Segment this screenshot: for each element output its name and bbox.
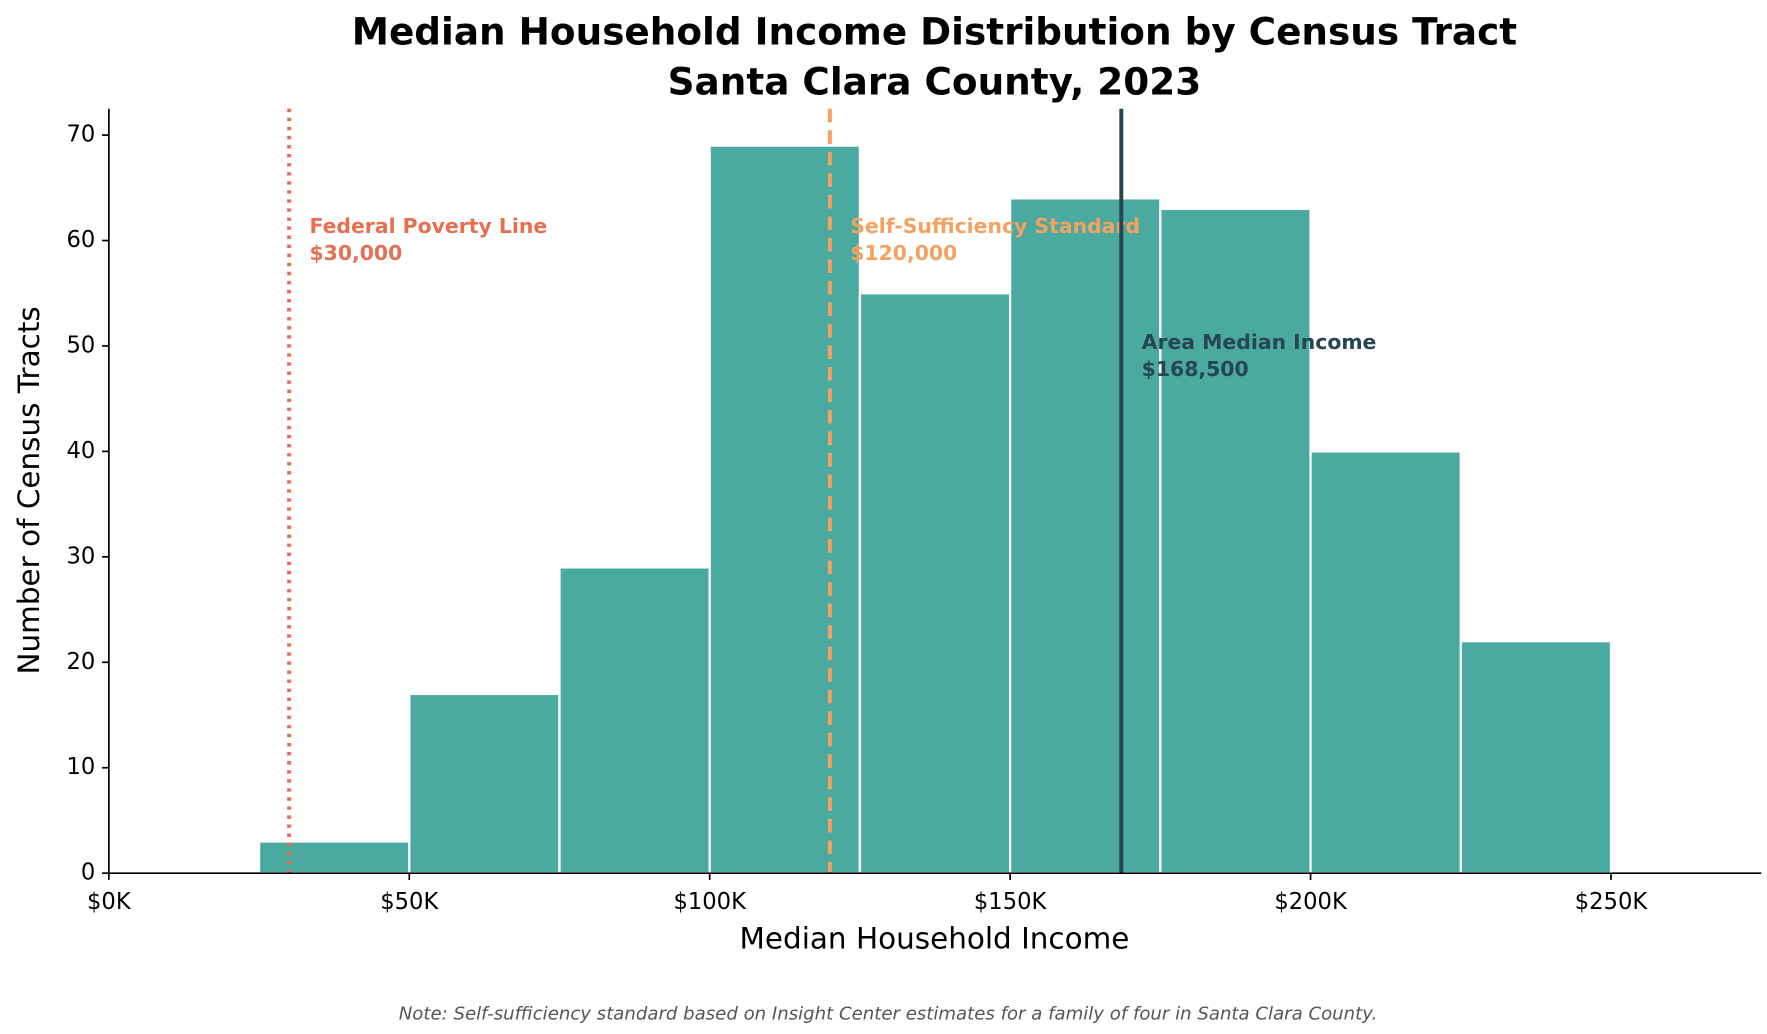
- bar: [1309, 450, 1462, 875]
- y-tick-label: 20: [66, 649, 95, 675]
- bar: [408, 692, 561, 875]
- x-tick-label: $0K: [87, 889, 132, 915]
- footnote: Note: Self-sufficiency standard based on…: [399, 1004, 1378, 1025]
- bar: [257, 840, 411, 875]
- y-tick-label: 10: [66, 754, 95, 780]
- reference-label: Area Median Income: [1142, 330, 1377, 354]
- y-tick-label: 70: [66, 122, 95, 148]
- y-tick-label: 50: [66, 332, 95, 358]
- reference-value: $30,000: [309, 241, 402, 265]
- chart-subtitle: Santa Clara County, 2023: [668, 59, 1202, 103]
- y-tick-label: 0: [81, 860, 95, 886]
- bar: [1009, 197, 1162, 875]
- chart-title: Median Household Income Distribution by …: [352, 9, 1517, 53]
- y-axis-label: Number of Census Tracts: [12, 306, 46, 674]
- x-tick-label: $150K: [974, 889, 1048, 915]
- bar: [708, 144, 862, 875]
- y-tick-label: 60: [66, 227, 95, 253]
- x-tick-label: $250K: [1575, 889, 1649, 915]
- reference-value: $168,500: [1142, 357, 1249, 381]
- bar: [558, 566, 711, 875]
- bar: [858, 292, 1012, 875]
- bar: [1459, 640, 1613, 875]
- reference-value: $120,000: [850, 241, 957, 265]
- y-tick-label: 40: [66, 438, 95, 464]
- reference-label: Federal Poverty Line: [309, 214, 547, 238]
- y-tick-label: 30: [66, 543, 95, 569]
- x-tick-label: $50K: [380, 889, 439, 915]
- x-axis-label: Median Household Income: [740, 922, 1130, 956]
- x-tick-label: $100K: [673, 889, 747, 915]
- bar: [1159, 207, 1312, 875]
- reference-label: Self-Sufficiency Standard: [850, 214, 1140, 238]
- x-tick-label: $200K: [1274, 889, 1348, 915]
